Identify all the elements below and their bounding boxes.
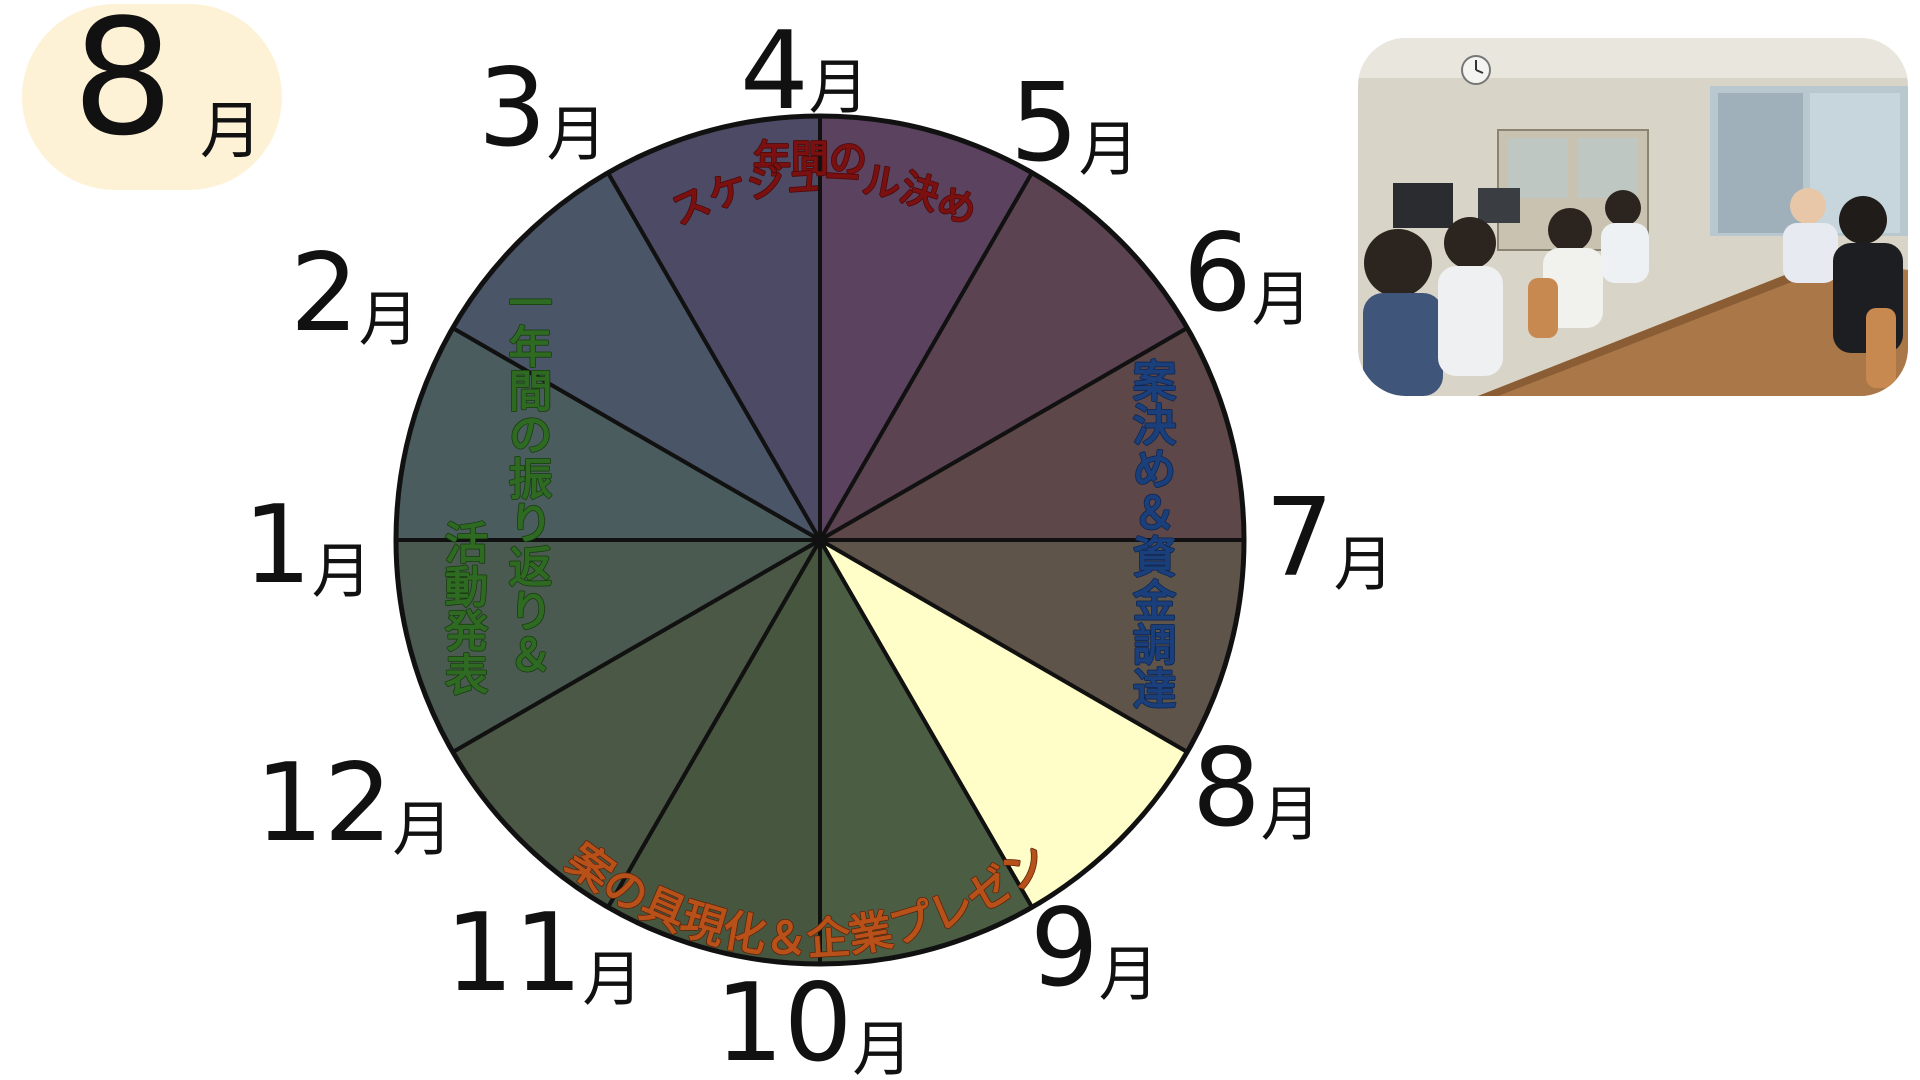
month-label-1: 1月	[243, 483, 372, 608]
month-sectors	[393, 113, 1247, 967]
month-label-5: 5月	[1010, 61, 1139, 186]
photo-illustration	[1358, 38, 1908, 396]
month-label-3: 3月	[478, 46, 607, 171]
activity-review-line1: 一年間の振り返り＆	[501, 280, 553, 676]
activity-plan: 案決め＆資金調達	[1125, 358, 1178, 710]
month-label-7: 7月	[1265, 476, 1394, 601]
month-label-11: 11月	[445, 891, 642, 1016]
activity-review-line2: 活動発表	[437, 520, 490, 696]
month-label-2: 2月	[290, 231, 419, 356]
month-label-8: 8月	[1192, 726, 1321, 851]
activity-schedule-line1: 年間の	[753, 137, 867, 181]
classroom-meeting-photo	[1358, 38, 1908, 396]
current-month-badge: 8 月	[22, 0, 282, 190]
current-month-unit: 月	[200, 94, 263, 167]
month-label-4: 4月	[740, 9, 869, 134]
month-label-12: 12月	[255, 741, 452, 866]
current-month-number: 8	[72, 0, 174, 171]
month-label-10: 10月	[715, 961, 912, 1080]
wheel-rim	[393, 113, 1247, 967]
month-label-6: 6月	[1183, 211, 1312, 336]
month-labels: 4月 5月 6月 7月 8月 9月 10月 11月	[243, 9, 1394, 1080]
month-label-9: 9月	[1030, 886, 1159, 1011]
